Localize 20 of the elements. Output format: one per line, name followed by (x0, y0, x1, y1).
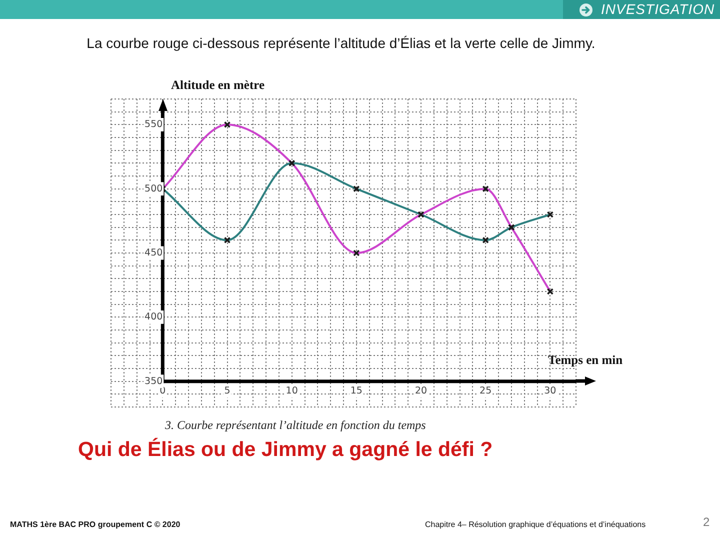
x-tick-label: 20 (414, 386, 428, 396)
y-tick-label: 450 (144, 247, 163, 258)
x-axis-title: Temps en min (548, 353, 623, 368)
x-tick-label: 25 (480, 386, 492, 396)
y-axis-title: Altitude en mètre (171, 78, 264, 92)
y-tick-label: 550 (144, 119, 163, 130)
header-banner: INVESTIGATION (0, 0, 720, 19)
x-tick-label: 15 (350, 386, 362, 396)
y-tick-label: 350 (144, 376, 163, 387)
x-tick-label: 30 (544, 386, 556, 396)
text: Chapitre 4– Résolution graphique d’équations et d’inéquations (425, 520, 646, 530)
text: MATHS 1ère BAC PRO groupement C © 2020 (10, 520, 180, 530)
y-tick-label: 400 (144, 312, 163, 323)
chart-title: La courbe rouge ci-dessous représente l’altitude d’Élias et la verte celle de Jimmy. (86, 35, 596, 52)
y-tick-label: 500 (144, 183, 163, 194)
text: 2 (703, 515, 710, 530)
x-tick-label: 5 (224, 386, 230, 396)
text: 3. Courbe représentant l’altitude en fonction du temps (165, 418, 426, 433)
x-tick-label: 10 (286, 386, 298, 396)
text: Qui de Élias ou de Jimmy a gagné le défi ? (78, 438, 493, 462)
